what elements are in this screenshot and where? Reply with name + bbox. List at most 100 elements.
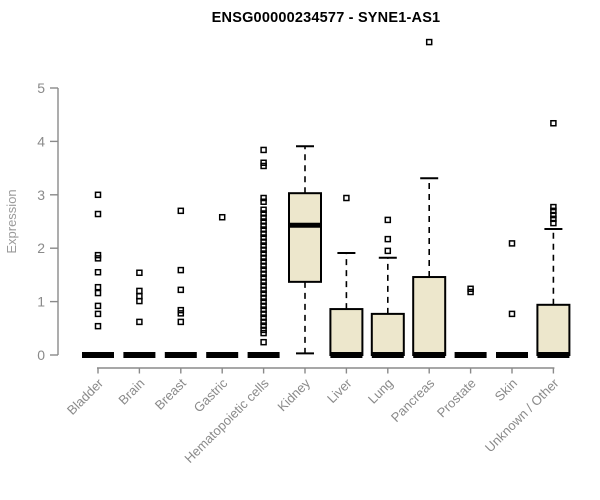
outlier-point bbox=[425, 38, 433, 46]
x-tick-label-skin: Skin bbox=[492, 376, 520, 404]
outlier-point bbox=[136, 318, 143, 326]
x-tick-label-bladder: Bladder bbox=[64, 375, 107, 418]
x-tick-label-brain: Brain bbox=[115, 376, 147, 408]
outlier-point bbox=[343, 194, 350, 202]
outlier-point bbox=[260, 262, 267, 270]
outlier-point bbox=[136, 297, 143, 305]
outlier-point bbox=[260, 146, 267, 154]
y-tick-label: 1 bbox=[37, 294, 45, 310]
outlier-point bbox=[136, 287, 143, 295]
outlier-point bbox=[94, 322, 102, 330]
outlier-point bbox=[136, 269, 143, 277]
y-tick-label: 3 bbox=[37, 187, 45, 203]
outlier-point bbox=[260, 318, 267, 326]
median-bar bbox=[537, 352, 570, 358]
collapsed-box-bar bbox=[496, 352, 528, 358]
iqr-box bbox=[412, 276, 447, 357]
outlier-point bbox=[260, 206, 267, 214]
box-pancreas bbox=[412, 38, 447, 358]
box-brain bbox=[123, 269, 156, 358]
outlier-point bbox=[260, 238, 267, 246]
outlier-point bbox=[94, 210, 102, 218]
outlier-point bbox=[384, 216, 392, 224]
x-tick-label-pancreas: Pancreas bbox=[388, 375, 438, 425]
outlier-point bbox=[467, 288, 474, 296]
x-tick-label-breast: Breast bbox=[152, 375, 189, 412]
outlier-point bbox=[260, 278, 267, 286]
collapsed-box-bar bbox=[164, 352, 197, 358]
y-tick-label: 2 bbox=[37, 240, 45, 256]
outlier-point bbox=[94, 283, 102, 291]
collapsed-box-bar bbox=[123, 352, 156, 358]
median-bar bbox=[371, 352, 404, 358]
outlier-point bbox=[508, 240, 516, 247]
outlier-point bbox=[260, 194, 267, 202]
iqr-box bbox=[370, 312, 405, 356]
outlier-point bbox=[260, 254, 267, 262]
collapsed-box-bar bbox=[82, 352, 114, 358]
box-skin bbox=[496, 240, 528, 358]
box-lung bbox=[370, 216, 405, 358]
median-bar bbox=[413, 352, 446, 358]
outlier-point bbox=[177, 318, 185, 326]
box-liver bbox=[329, 194, 364, 358]
outlier-point bbox=[384, 247, 392, 255]
outlier-point bbox=[260, 310, 267, 318]
outlier-point bbox=[260, 329, 267, 337]
outlier-point bbox=[260, 294, 267, 302]
outlier-point bbox=[177, 207, 185, 215]
iqr-box bbox=[288, 192, 322, 283]
outlier-point bbox=[94, 302, 102, 310]
outlier-point bbox=[260, 198, 267, 205]
y-tick-label: 5 bbox=[37, 80, 45, 96]
outlier-point bbox=[94, 191, 102, 199]
outlier-point bbox=[260, 302, 267, 310]
outlier-point bbox=[94, 268, 102, 276]
box-prostate bbox=[454, 285, 487, 358]
outlier-point bbox=[94, 310, 102, 318]
outlier-point bbox=[508, 310, 516, 318]
outlier-point bbox=[550, 219, 557, 227]
y-tick-label: 0 bbox=[37, 347, 45, 363]
iqr-box bbox=[536, 303, 571, 356]
outlier-point bbox=[260, 246, 267, 254]
x-tick-label-liver: Liver bbox=[324, 375, 355, 406]
x-tick-label-kidney: Kidney bbox=[274, 375, 313, 414]
outlier-point bbox=[384, 235, 392, 243]
outlier-point bbox=[260, 270, 267, 278]
x-tick-label-prostate: Prostate bbox=[434, 376, 479, 421]
x-tick-label-unknown-other: Unknown / Other bbox=[482, 375, 562, 455]
collapsed-box-bar bbox=[206, 352, 239, 358]
outlier-point bbox=[177, 266, 185, 274]
y-axis: 0 1 2 3 4 5 Expression bbox=[4, 80, 59, 363]
outlier-point bbox=[218, 213, 226, 221]
collapsed-box-bar bbox=[247, 352, 280, 358]
median-bar bbox=[330, 352, 363, 358]
outlier-point bbox=[550, 119, 557, 127]
collapsed-box-bar bbox=[454, 352, 487, 358]
outlier-point bbox=[94, 255, 102, 262]
outlier-point bbox=[260, 286, 267, 294]
box-breast bbox=[164, 207, 197, 358]
chart-title: ENSG00000234577 - SYNE1-AS1 bbox=[211, 10, 441, 26]
box-unknown-other bbox=[536, 119, 571, 358]
outlier-point bbox=[260, 162, 267, 170]
y-axis-title: Expression bbox=[4, 189, 19, 253]
x-tick-label-lung: Lung bbox=[365, 376, 396, 407]
outlier-point bbox=[550, 211, 557, 219]
outlier-point bbox=[260, 214, 267, 222]
box-hematopoietic-cells bbox=[247, 146, 280, 358]
outlier-point bbox=[550, 203, 557, 211]
median-bar bbox=[289, 222, 321, 228]
outlier-point bbox=[260, 230, 267, 238]
y-tick-label: 4 bbox=[37, 133, 45, 149]
box-gastric bbox=[206, 213, 239, 358]
outlier-point bbox=[260, 338, 267, 346]
box-bladder bbox=[82, 191, 114, 358]
iqr-box bbox=[329, 308, 364, 356]
box-kidney bbox=[288, 145, 322, 355]
x-tick-label-gastric: Gastric bbox=[191, 375, 231, 415]
